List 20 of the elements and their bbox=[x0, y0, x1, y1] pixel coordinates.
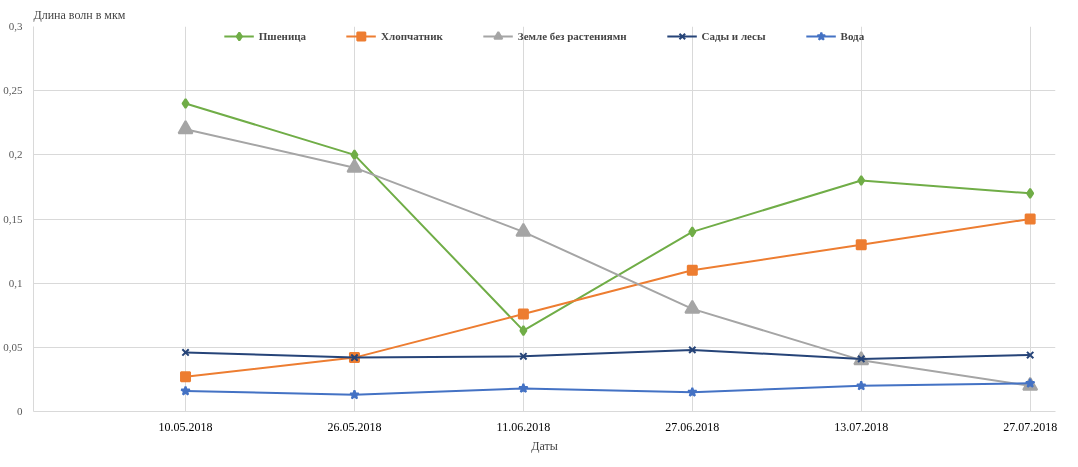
legend-label: Пшеница bbox=[258, 30, 307, 42]
x-tick-label: 10.05.2018 bbox=[158, 419, 213, 434]
y-tick-label: 0,15 bbox=[3, 212, 23, 225]
x-tick-label: 26.05.2018 bbox=[327, 419, 382, 434]
legend-label: Земле без растениямн bbox=[517, 30, 627, 42]
y-tick-label: 0 bbox=[17, 405, 23, 417]
y-tick-label: 0,3 bbox=[8, 20, 23, 32]
x-tick-label: 13.07.2018 bbox=[834, 419, 889, 434]
x-tick-label: 27.06.2018 bbox=[665, 419, 720, 434]
legend-label: Хлопчатник bbox=[381, 30, 443, 42]
y-tick-label: 0,25 bbox=[3, 84, 23, 97]
x-tick-label: 27.07.2018 bbox=[1003, 419, 1058, 434]
y-tick-label: 0,05 bbox=[3, 340, 23, 353]
y-tick-label: 0,1 bbox=[8, 276, 23, 289]
x-tick-label: 11.06.2018 bbox=[496, 419, 551, 434]
x-axis-title: Даты bbox=[531, 438, 558, 453]
y-axis-title: Длина волн в мкм bbox=[33, 7, 126, 22]
y-tick-label: 0,2 bbox=[8, 148, 23, 161]
legend-label: Сады и лесы bbox=[701, 30, 766, 42]
legend-label: Вода bbox=[840, 30, 865, 42]
